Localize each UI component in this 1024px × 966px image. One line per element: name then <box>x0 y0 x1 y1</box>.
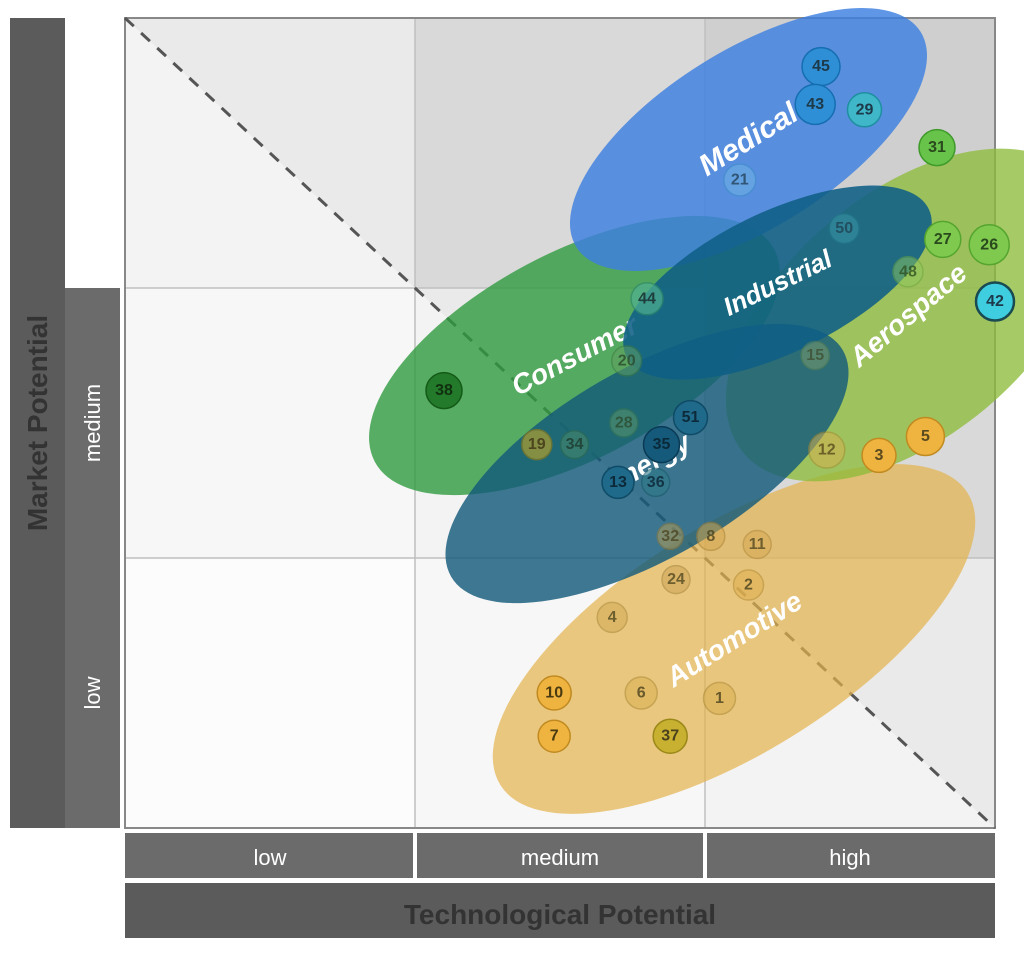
point-8: 8 <box>697 522 725 550</box>
point-label-1: 1 <box>715 690 724 707</box>
point-label-35: 35 <box>653 436 671 453</box>
point-label-15: 15 <box>806 347 824 364</box>
point-label-5: 5 <box>921 428 930 445</box>
point-label-13: 13 <box>609 474 627 491</box>
point-label-6: 6 <box>637 685 646 702</box>
potential-matrix-chart: AutomotiveAerospaceConsumerMedicalEnergy… <box>0 0 1024 966</box>
point-label-12: 12 <box>818 442 836 459</box>
point-label-32: 32 <box>661 528 679 545</box>
point-label-29: 29 <box>856 101 874 118</box>
point-12: 12 <box>809 432 845 468</box>
point-label-48: 48 <box>899 263 917 280</box>
point-label-7: 7 <box>550 728 559 745</box>
point-2: 2 <box>734 570 764 600</box>
point-label-3: 3 <box>875 447 884 464</box>
point-13: 13 <box>602 466 634 498</box>
point-10: 10 <box>537 676 571 710</box>
point-43: 43 <box>795 84 835 124</box>
y-tick-low: low <box>80 676 105 709</box>
point-3: 3 <box>862 438 896 472</box>
point-label-34: 34 <box>566 436 584 453</box>
point-26: 26 <box>969 225 1009 265</box>
point-44: 44 <box>631 283 663 315</box>
point-21: 21 <box>724 164 756 196</box>
point-42: 42 <box>976 283 1014 321</box>
point-label-19: 19 <box>528 436 546 453</box>
point-label-37: 37 <box>661 728 679 745</box>
point-label-36: 36 <box>647 474 665 491</box>
point-label-43: 43 <box>806 96 824 113</box>
point-38: 38 <box>426 373 462 409</box>
point-label-20: 20 <box>618 352 636 369</box>
x-tick-high: high <box>829 845 871 870</box>
point-32: 32 <box>657 523 683 549</box>
point-label-24: 24 <box>667 571 685 588</box>
point-20: 20 <box>612 346 642 376</box>
point-11: 11 <box>743 531 771 559</box>
point-label-11: 11 <box>749 536 766 553</box>
y-axis-title: Market Potential <box>22 315 53 531</box>
point-label-38: 38 <box>435 382 453 399</box>
point-label-10: 10 <box>545 685 563 702</box>
point-45: 45 <box>802 48 840 86</box>
point-label-4: 4 <box>608 609 617 626</box>
point-37: 37 <box>653 719 687 753</box>
point-28: 28 <box>610 409 638 437</box>
point-29: 29 <box>848 93 882 127</box>
point-label-21: 21 <box>731 172 749 189</box>
x-tick-low: low <box>253 845 286 870</box>
point-label-45: 45 <box>812 58 830 75</box>
point-label-28: 28 <box>615 415 633 432</box>
point-31: 31 <box>919 130 955 166</box>
chart-svg: AutomotiveAerospaceConsumerMedicalEnergy… <box>0 0 1024 966</box>
point-label-51: 51 <box>682 409 700 426</box>
point-label-2: 2 <box>744 577 753 594</box>
point-label-27: 27 <box>934 231 952 248</box>
point-label-44: 44 <box>638 290 656 307</box>
point-36: 36 <box>642 468 670 496</box>
point-48: 48 <box>893 257 923 287</box>
point-label-26: 26 <box>980 236 998 253</box>
point-51: 51 <box>674 401 708 435</box>
point-19: 19 <box>522 430 552 460</box>
point-50: 50 <box>829 214 859 244</box>
point-label-31: 31 <box>928 139 946 156</box>
point-24: 24 <box>662 566 690 594</box>
point-label-42: 42 <box>986 293 1004 310</box>
point-4: 4 <box>597 602 627 632</box>
point-6: 6 <box>625 677 657 709</box>
point-34: 34 <box>561 431 589 459</box>
x-axis-title: Technological Potential <box>404 899 716 930</box>
y-tick-medium: medium <box>80 384 105 462</box>
point-7: 7 <box>538 720 570 752</box>
x-tick-medium: medium <box>521 845 599 870</box>
point-1: 1 <box>704 682 736 714</box>
point-27: 27 <box>925 221 961 257</box>
point-label-8: 8 <box>706 528 715 545</box>
point-5: 5 <box>906 418 944 456</box>
point-35: 35 <box>644 427 680 463</box>
point-label-50: 50 <box>835 220 853 237</box>
point-15: 15 <box>801 342 829 370</box>
